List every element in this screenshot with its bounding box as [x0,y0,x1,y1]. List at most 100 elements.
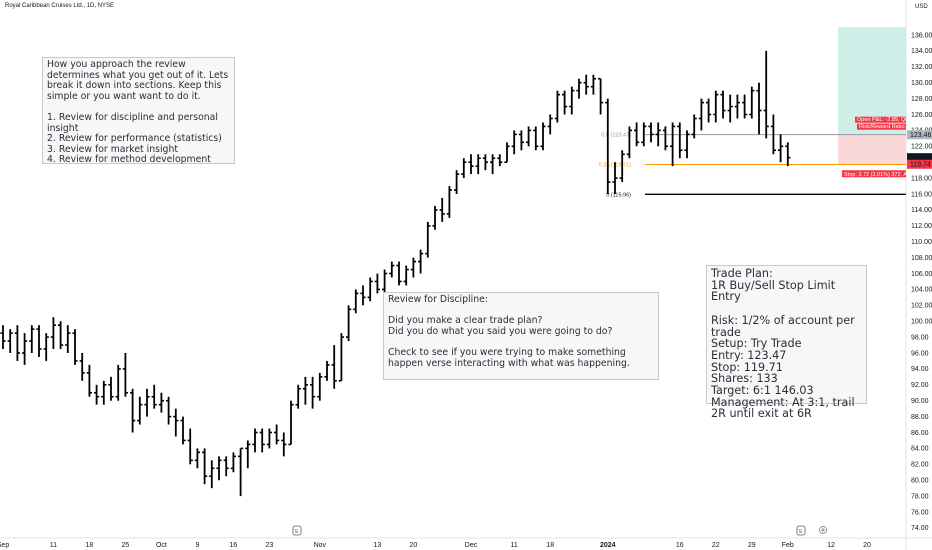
ohlc-bar [144,388,150,417]
ohlc-bar [216,456,222,481]
ohlc-bar [749,86,755,119]
ohlc-bar [403,265,409,286]
price-tick-label: 132.00 [911,64,932,71]
ohlc-bar [583,74,589,95]
price-tick-label: 74.00 [911,525,929,532]
time-tick-label: Feb [782,542,794,549]
price-tick-label: 110.00 [911,239,932,246]
price-tick-label: 84.00 [911,446,929,453]
ohlc-bar [252,428,258,453]
ohlc-bar [418,249,424,274]
time-tick-label: 25 [122,542,130,549]
ohlc-bar [554,90,560,123]
ohlc-bar [763,50,769,139]
ohlc-bar [180,416,186,445]
ohlc-bar [569,86,575,115]
price-tick-label: 92.00 [911,382,929,389]
price-tick-label: 122.00 [911,144,932,151]
ohlc-bar [0,325,6,350]
ohlc-bar [504,142,510,163]
ohlc-bar [115,364,121,401]
note-review-discipline[interactable]: Review for Discipline: Did you make a cl… [383,292,659,380]
ohlc-bar [410,257,416,278]
ohlc-bar [482,154,488,171]
ohlc-bar [295,384,301,409]
ohlc-bar [670,122,676,167]
ohlc-bar [691,114,697,139]
ohlc-bar [7,329,13,353]
stop-price-label: 119.74 [910,162,931,169]
ohlc-bar [626,126,632,159]
time-tick-label: 12 [827,542,835,549]
ohlc-bar [245,440,251,469]
ohlc-bar [65,325,71,353]
time-tick-label: Dec [465,542,478,549]
ohlc-bar [79,353,85,381]
ohlc-bar [770,114,776,155]
ohlc-bar [547,114,553,135]
ohlc-bar [302,376,308,405]
ohlc-bar [324,360,330,381]
ohlc-bar [706,98,712,123]
price-axis[interactable]: 74.00 76.00 78.00 80.00 82.00 84.00 86.00 88.00… [907,32,932,532]
ohlc-bar [662,126,668,151]
earnings-icon-glyph: E [799,529,803,535]
time-axis[interactable]: Sep 11 18 25 Oct 9 16 23 Nov 13 20 Dec 11 18 2024 16 22 2… [0,542,871,549]
ohlc-bar [576,78,582,99]
ohlc-bar [108,376,114,401]
ohlc-bar [367,277,373,302]
pnl-badge [855,116,906,123]
ohlc-bar [677,122,683,159]
last-price-badge [907,153,932,163]
price-tick-label: 126.00 [911,112,932,119]
ohlc-bar [655,122,661,147]
ohlc-bar [137,396,143,425]
ohlc-bar [727,94,733,123]
ohlc-bar [238,447,244,497]
ohlc-bar [223,456,229,477]
ohlc-bar [446,186,452,218]
ohlc-bar [101,380,107,405]
ohlc-bar [533,126,539,151]
note-review-approach[interactable]: How you approach the review determines w… [42,57,235,165]
ohlc-bar [540,122,546,151]
ohlc-bar [526,126,532,147]
ohlc-bar [598,77,604,115]
ohlc-bar [158,392,164,413]
ohlc-bar [317,372,323,401]
ohlc-bar [338,333,344,382]
ohlc-bar [778,134,784,163]
time-tick-label: 22 [712,542,720,549]
ohlc-bar [72,329,78,365]
pnl-label: Open P&L: -2.89, Qty: 133 [857,117,922,123]
note-trade-plan[interactable]: Trade Plan: 1R Buy/Sell Stop Limit Entry… [706,265,867,420]
price-tick-label: 100.00 [911,319,932,326]
ohlc-bar [346,305,352,342]
last-price-label: 120.57 [910,155,932,162]
ohlc-bar [439,197,445,222]
ohlc-bar [641,122,647,147]
ohlc-bar [50,317,56,350]
price-tick-label: 76.00 [911,509,929,516]
price-tick-label: 104.00 [911,287,932,294]
time-tick-label: 20 [863,542,871,549]
price-tick-label: 116.00 [911,191,932,198]
ohlc-bar [360,285,366,306]
time-tick-label: Oct [156,542,167,549]
fib-level-label: 0 (115.96) [606,192,631,198]
price-tick-label: 82.00 [911,462,929,469]
earnings-icon-frame [292,525,302,536]
time-tick-label: 13 [374,542,382,549]
price-tick-label: 90.00 [911,398,929,405]
ohlc-bar [756,82,762,135]
stop-price-badge [907,159,932,169]
price-tick-label: 80.00 [911,478,929,485]
stop-badge [842,170,906,178]
ohlc-bar [310,376,316,409]
ohlc-bar [130,388,136,433]
ohlc-bar [43,333,49,361]
ohlc-bar [785,142,791,167]
